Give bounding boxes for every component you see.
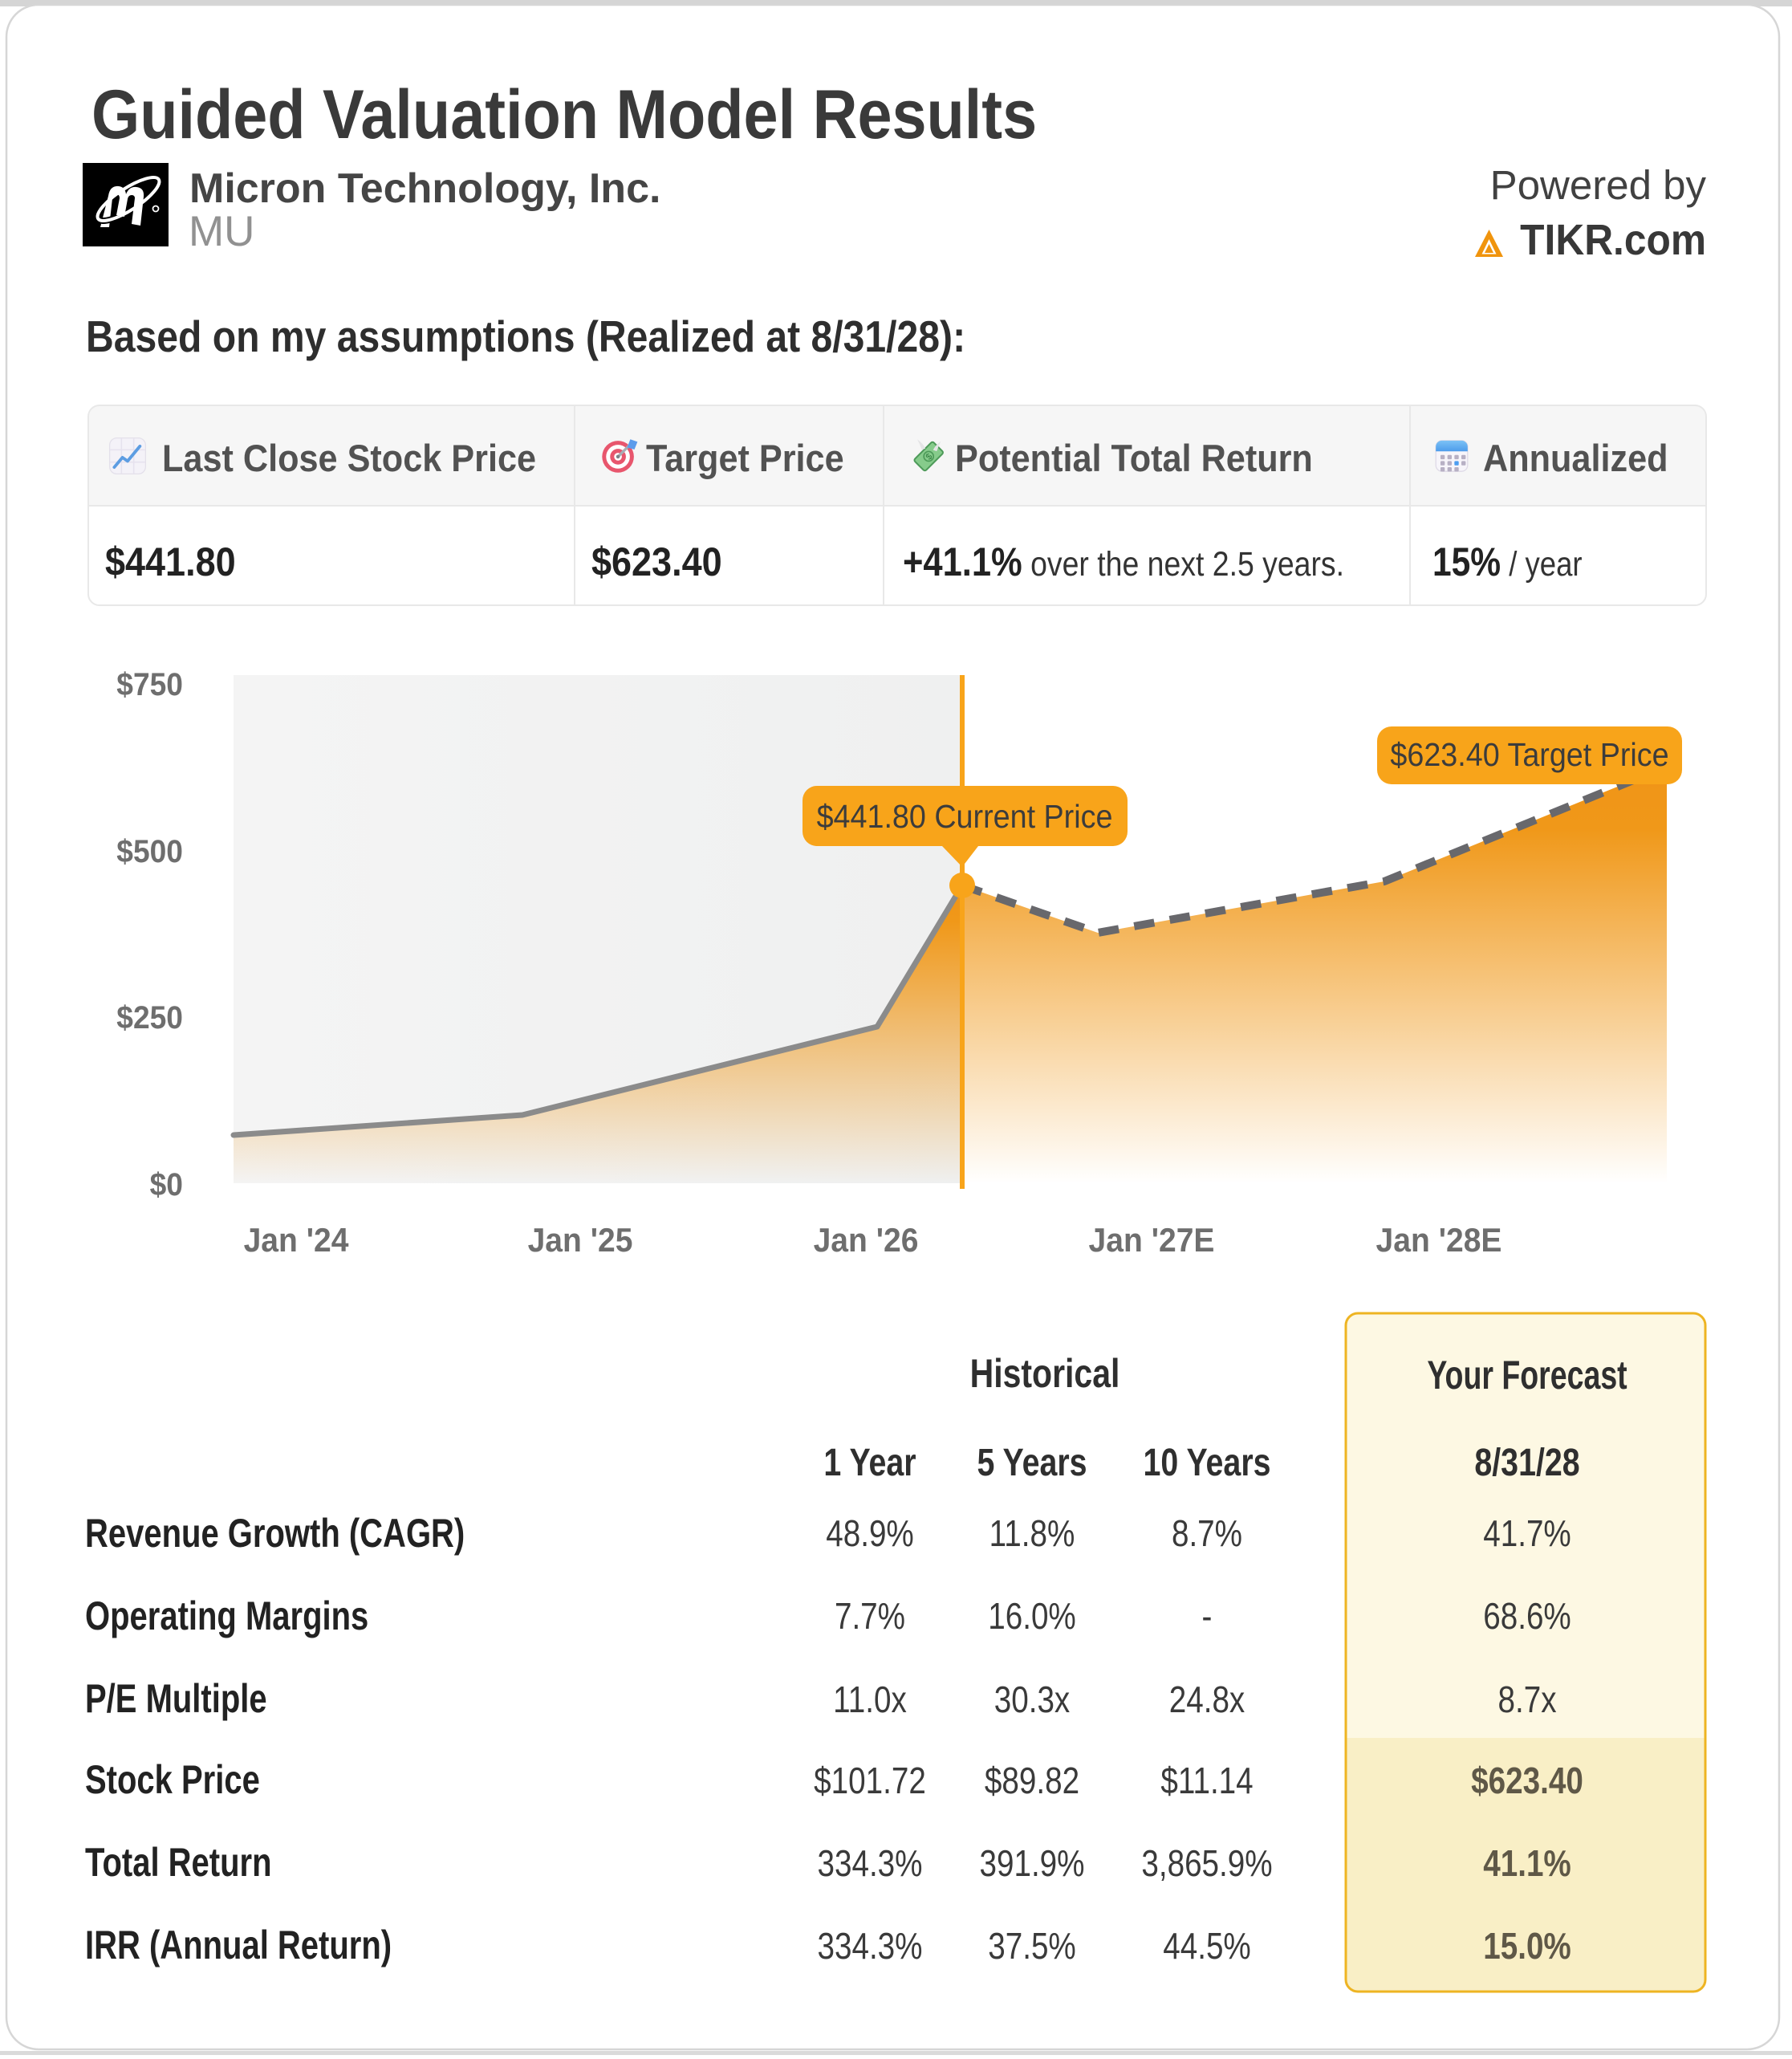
svg-text:Jan '27E: Jan '27E (1089, 1221, 1215, 1259)
svg-text:5 Years: 5 Years (977, 1441, 1087, 1484)
svg-text:Guided Valuation Model Results: Guided Valuation Model Results (91, 76, 1037, 153)
svg-text:16.0%: 16.0% (988, 1596, 1076, 1637)
svg-text:Powered by: Powered by (1490, 162, 1707, 208)
svg-text:$750: $750 (116, 667, 183, 703)
svg-text:3,865.9%: 3,865.9% (1141, 1843, 1272, 1884)
svg-text:IRR (Annual Return): IRR (Annual Return) (85, 1923, 392, 1967)
svg-text:30.3x: 30.3x (994, 1679, 1071, 1720)
svg-text:Total Return: Total Return (85, 1840, 272, 1885)
svg-text:11.0x: 11.0x (833, 1679, 907, 1720)
svg-text:15.0%: 15.0% (1483, 1926, 1571, 1967)
svg-text:15% / year: 15% / year (1432, 539, 1583, 584)
svg-text:48.9%: 48.9% (826, 1513, 914, 1554)
svg-text:Jan '28E: Jan '28E (1376, 1221, 1502, 1259)
svg-text:$623.40 Target Price: $623.40 Target Price (1390, 737, 1668, 774)
svg-text:8.7x: 8.7x (1497, 1679, 1556, 1720)
svg-text:$0: $0 (150, 1167, 183, 1203)
svg-text:Historical: Historical (970, 1351, 1120, 1396)
svg-text:Stock Price: Stock Price (85, 1757, 260, 1802)
svg-text:1 Year: 1 Year (823, 1441, 916, 1484)
svg-text:Last Close Stock Price: Last Close Stock Price (162, 437, 536, 479)
svg-text:$500: $500 (116, 834, 183, 870)
svg-text:Jan '24: Jan '24 (244, 1221, 349, 1259)
svg-text:$441.80 Current Price: $441.80 Current Price (817, 799, 1113, 836)
svg-text:Potential Total Return: Potential Total Return (955, 437, 1313, 479)
svg-text:$623.40: $623.40 (591, 540, 722, 585)
svg-text:41.7%: 41.7% (1483, 1513, 1571, 1554)
svg-text:-: - (1202, 1596, 1213, 1637)
svg-text:TIKR.com: TIKR.com (1520, 215, 1706, 263)
svg-text:7.7%: 7.7% (835, 1596, 905, 1637)
svg-text:Annualized: Annualized (1483, 437, 1668, 479)
svg-text:+41.1% over the next 2.5 years: +41.1% over the next 2.5 years. (903, 539, 1344, 584)
svg-text:$250: $250 (116, 1000, 183, 1036)
svg-text:37.5%: 37.5% (988, 1926, 1076, 1967)
svg-text:Revenue Growth (CAGR): Revenue Growth (CAGR) (85, 1511, 465, 1556)
svg-text:MU: MU (189, 208, 254, 255)
svg-text:8/31/28: 8/31/28 (1474, 1441, 1579, 1484)
svg-text:44.5%: 44.5% (1163, 1926, 1251, 1967)
svg-text:$441.80: $441.80 (105, 540, 236, 585)
svg-text:Micron Technology, Inc.: Micron Technology, Inc. (189, 165, 660, 212)
svg-text:Your Forecast: Your Forecast (1427, 1353, 1627, 1398)
svg-text:24.8x: 24.8x (1169, 1679, 1245, 1720)
svg-text:Jan '25: Jan '25 (528, 1221, 633, 1259)
svg-text:11.8%: 11.8% (989, 1513, 1075, 1554)
svg-text:334.3%: 334.3% (817, 1843, 922, 1884)
svg-text:10 Years: 10 Years (1143, 1441, 1270, 1484)
svg-text:$89.82: $89.82 (985, 1760, 1079, 1801)
svg-text:68.6%: 68.6% (1483, 1596, 1571, 1637)
svg-text:Based on my assumptions (Reali: Based on my assumptions (Realized at 8/3… (86, 311, 965, 361)
svg-text:Operating Margins: Operating Margins (85, 1593, 368, 1638)
svg-text:Target Price: Target Price (646, 437, 844, 479)
svg-text:$101.72: $101.72 (814, 1760, 926, 1801)
svg-text:$11.14: $11.14 (1160, 1760, 1253, 1801)
svg-text:391.9%: 391.9% (979, 1843, 1084, 1884)
svg-text:P/E Multiple: P/E Multiple (85, 1676, 267, 1721)
svg-text:$623.40: $623.40 (1471, 1760, 1583, 1801)
svg-text:41.1%: 41.1% (1483, 1843, 1571, 1884)
svg-text:8.7%: 8.7% (1172, 1513, 1242, 1554)
svg-text:334.3%: 334.3% (817, 1926, 922, 1967)
svg-text:Jan '26: Jan '26 (814, 1221, 919, 1259)
